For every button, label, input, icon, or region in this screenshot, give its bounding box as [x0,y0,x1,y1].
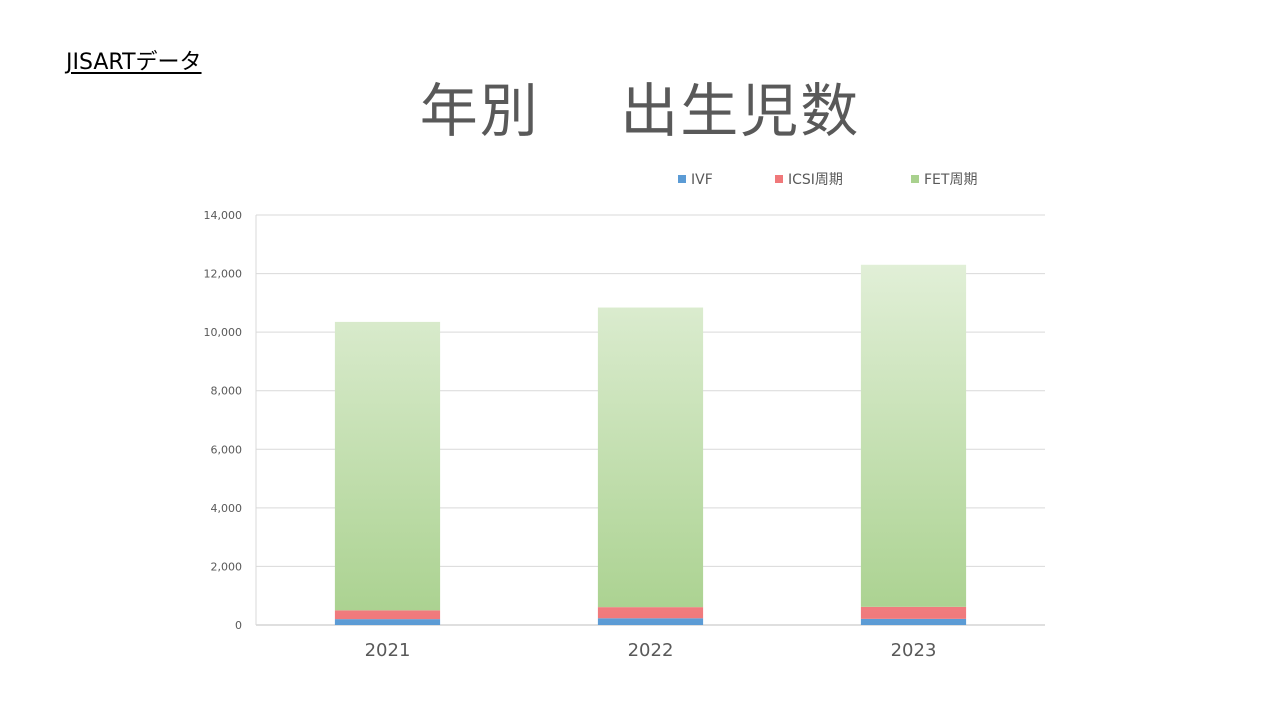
y-tick-label: 8,000 [211,385,243,398]
bar-2021-FET周期 [334,321,441,611]
x-category-label: 2023 [891,640,937,661]
legend-swatch [911,175,919,183]
y-tick-label: 6,000 [211,443,243,456]
legend-swatch [775,175,783,183]
x-axis-category-labels: 2021 2022 2023 [365,640,937,661]
y-tick-label: 2,000 [211,560,243,573]
bar-2021-ICSI周期 [334,610,441,620]
legend-label: IVF [691,172,713,188]
bar-2023-ICSI周期 [860,606,967,619]
bar-2022-ICSI周期 [597,607,704,619]
x-category-label: 2022 [628,640,674,661]
page-title: 年別 出生児数 [419,77,861,145]
bar-2022-IVF [597,618,704,625]
bar-2022-FET周期 [597,307,704,608]
bar-2023-IVF [860,618,967,625]
x-category-label: 2021 [365,640,411,661]
y-tick-label: 14,000 [204,209,243,222]
bar-2023-FET周期 [860,264,967,607]
y-tick-label: 4,000 [211,502,243,515]
legend: IVF ICSI周期 FET周期 [678,172,977,188]
y-tick-label: 10,000 [204,326,243,339]
y-tick-label: 12,000 [204,268,243,281]
y-axis-tick-labels: 0 2,000 4,000 6,000 8,000 10,000 12,000 14,000 [204,209,243,632]
y-tick-label: 0 [235,619,242,632]
source-label: JISARTデータ [66,50,202,75]
bars [334,264,967,625]
legend-label: ICSI周期 [788,172,843,188]
bar-2021-IVF [334,619,441,625]
legend-swatch [678,175,686,183]
legend-label: FET周期 [924,172,977,188]
